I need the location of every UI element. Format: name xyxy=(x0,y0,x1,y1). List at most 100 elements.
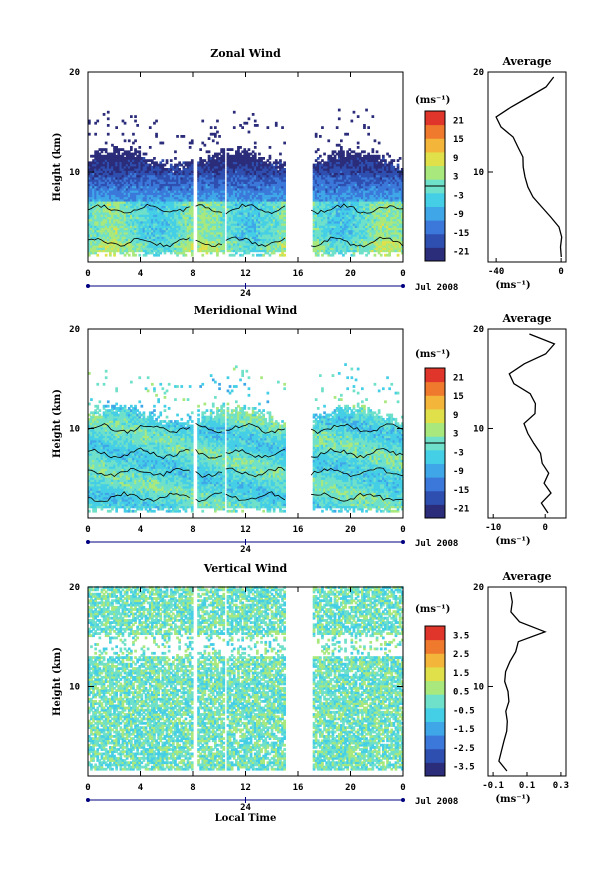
heatmap-cell xyxy=(241,216,244,220)
heatmap-cell xyxy=(121,192,125,195)
heatmap-cell xyxy=(161,192,165,195)
heatmap-cell xyxy=(340,159,343,162)
heatmap-cell xyxy=(209,240,213,244)
heatmap-cell xyxy=(142,245,146,248)
heatmap-cell xyxy=(178,198,181,202)
heatmap-cell xyxy=(113,176,116,180)
heatmap-cell xyxy=(340,165,343,169)
heatmap-cell xyxy=(184,227,188,231)
heatmap-cell xyxy=(270,249,274,253)
heatmap-cell xyxy=(247,223,251,226)
heatmap-cell xyxy=(142,247,146,250)
heatmap-cell xyxy=(119,218,123,222)
heatmap-cell xyxy=(235,238,238,242)
heatmap-cell xyxy=(203,176,207,180)
heatmap-cell xyxy=(117,234,121,237)
heatmap-cell xyxy=(228,227,232,231)
heatmap-cell xyxy=(161,196,165,200)
heatmap-cell xyxy=(340,216,343,220)
heatmap-cell xyxy=(342,190,345,193)
heatmap-cell xyxy=(90,209,93,213)
heatmap-cell xyxy=(214,227,217,231)
heatmap-cell xyxy=(211,194,215,198)
heatmap-cell xyxy=(148,203,152,206)
heatmap-cell xyxy=(241,196,244,200)
heatmap-cell xyxy=(182,176,186,180)
heatmap-cell xyxy=(346,216,349,220)
heatmap-cell xyxy=(113,170,116,173)
heatmap-cell xyxy=(111,247,114,250)
heatmap-cell xyxy=(333,172,337,176)
heatmap-cell xyxy=(121,203,125,206)
heatmap-cell xyxy=(155,216,158,220)
heatmap-cell xyxy=(98,161,102,165)
heatmap-cell xyxy=(211,223,215,226)
heatmap-cell xyxy=(272,207,276,211)
heatmap-cell xyxy=(209,218,213,222)
heatmap-cell xyxy=(268,245,272,248)
heatmap-cell xyxy=(222,242,226,246)
heatmap-cell xyxy=(260,216,263,220)
heatmap-cell xyxy=(253,227,257,231)
heatmap-cell xyxy=(342,198,345,202)
heatmap-cell xyxy=(207,240,211,244)
heatmap-cell xyxy=(165,196,169,200)
heatmap-cell xyxy=(151,172,154,176)
heatmap-cell xyxy=(352,225,356,228)
heatmap-cell xyxy=(258,253,261,257)
heatmap-cell xyxy=(268,179,272,182)
heatmap-cell xyxy=(331,170,335,173)
heatmap-cell xyxy=(335,225,339,228)
heatmap-cell xyxy=(161,249,165,253)
heatmap-cell xyxy=(344,181,347,184)
heatmap-cell xyxy=(90,207,93,211)
heatmap-cell xyxy=(106,157,110,160)
heatmap-cell xyxy=(125,159,129,162)
heatmap-cell xyxy=(348,201,352,204)
heatmap-cell xyxy=(157,223,160,226)
heatmap-cell xyxy=(203,194,207,198)
heatmap-cell xyxy=(211,207,215,211)
heatmap-cell xyxy=(109,249,112,253)
heatmap-cell xyxy=(117,159,121,162)
heatmap-cell xyxy=(106,196,110,200)
heatmap-cell xyxy=(312,205,316,209)
heatmap-cell xyxy=(258,165,261,169)
heatmap-cell xyxy=(155,161,158,165)
heatmap-cell xyxy=(232,242,236,246)
heatmap-cell xyxy=(314,247,318,250)
heatmap-cell xyxy=(243,220,247,224)
heatmap-cell xyxy=(201,163,205,167)
heatmap-cell xyxy=(277,223,280,226)
heatmap-cell xyxy=(211,205,215,209)
heatmap-cell xyxy=(335,201,339,204)
heatmap-cell xyxy=(218,170,221,173)
heatmap-cell xyxy=(169,179,173,182)
heatmap-cell xyxy=(251,236,255,239)
heatmap-cell xyxy=(203,218,207,222)
heatmap-cell xyxy=(342,183,345,187)
heatmap-cell xyxy=(350,203,354,206)
heatmap-cell xyxy=(230,183,234,187)
heatmap-cell xyxy=(109,251,112,255)
heatmap-cell xyxy=(111,205,114,209)
heatmap-cell xyxy=(350,157,354,160)
heatmap-cell xyxy=(228,212,232,215)
heatmap-cell xyxy=(344,170,347,173)
heatmap-cell xyxy=(102,229,106,233)
heatmap-cell xyxy=(319,207,322,211)
heatmap-cell xyxy=(174,179,177,182)
heatmap-cell xyxy=(109,234,112,237)
heatmap-cell xyxy=(241,207,244,211)
heatmap-cell xyxy=(209,165,213,169)
heatmap-cell xyxy=(121,168,125,171)
heatmap-cell xyxy=(115,165,118,169)
heatmap-cell xyxy=(319,236,322,239)
heatmap-cell xyxy=(178,251,181,255)
heatmap-cell xyxy=(132,181,135,184)
heatmap-cell xyxy=(211,174,215,178)
heatmap-cell xyxy=(235,150,238,154)
heatmap-cell xyxy=(268,225,272,228)
heatmap-cell xyxy=(216,201,219,204)
heatmap-cell xyxy=(176,196,179,200)
